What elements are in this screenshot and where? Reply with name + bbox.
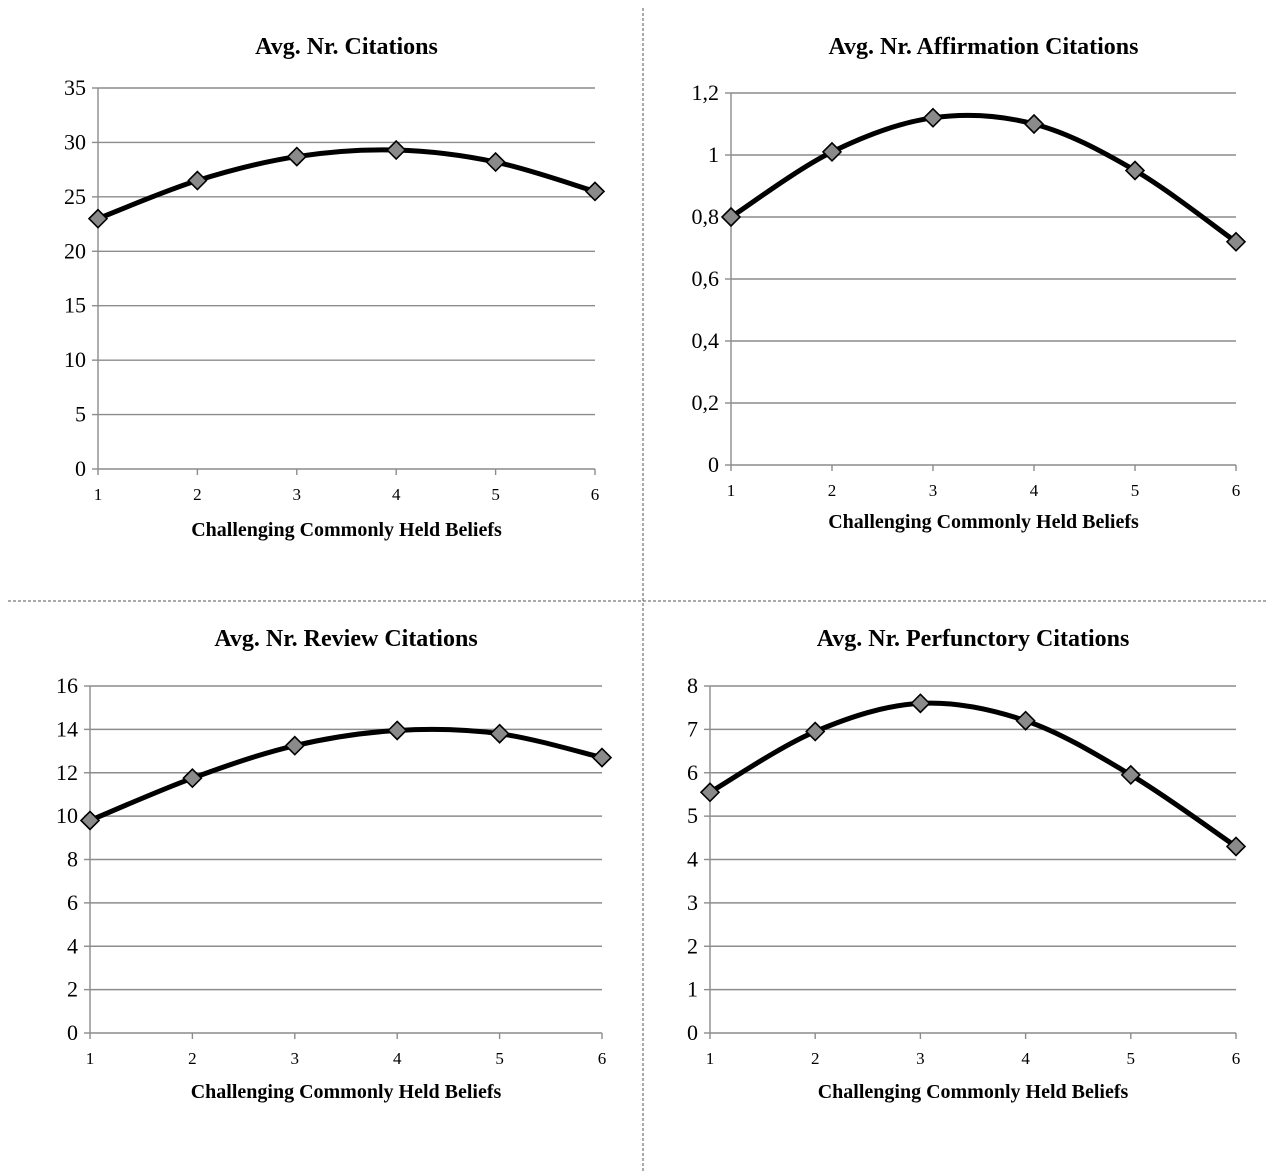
y-tick-label: 7 xyxy=(687,716,698,741)
y-tick-label: 6 xyxy=(67,890,78,915)
x-tick-label: 1 xyxy=(706,1049,715,1068)
y-tick-label: 25 xyxy=(64,184,86,209)
x-tick-label: 6 xyxy=(598,1049,607,1068)
x-tick-label: 2 xyxy=(811,1049,820,1068)
data-point-marker xyxy=(910,693,931,714)
data-point-marker xyxy=(182,768,203,789)
y-tick-label: 14 xyxy=(56,716,78,741)
chart-panel-affirmation-citations: Avg. Nr. Affirmation Citations 0 0,2 0,4 0,6… xyxy=(692,34,1247,533)
data-point-marker xyxy=(805,721,826,742)
y-tick-label: 8 xyxy=(687,673,698,698)
data-point-marker xyxy=(386,139,407,161)
y-tick-label: 0,8 xyxy=(692,204,720,229)
x-tick-label: 3 xyxy=(293,485,302,504)
y-tick-label: 0,4 xyxy=(692,328,720,353)
x-tick-label: 6 xyxy=(1232,1049,1241,1068)
data-point-marker xyxy=(489,723,510,744)
data-point-marker xyxy=(1015,710,1036,731)
data-point-marker xyxy=(1023,113,1045,135)
x-axis-title: Challenging Commonly Held Beliefs xyxy=(828,511,1139,533)
x-tick-label: 2 xyxy=(188,1049,197,1068)
series-line xyxy=(87,726,605,823)
y-tick-label: 5 xyxy=(687,803,698,828)
x-tick-label: 2 xyxy=(193,485,202,504)
series-line xyxy=(728,112,1239,245)
y-tick-label: 2 xyxy=(687,933,698,958)
data-point-marker xyxy=(87,208,109,229)
x-tick-label: 1 xyxy=(94,485,103,504)
x-tick-label: 1 xyxy=(86,1049,95,1068)
y-tick-label: 30 xyxy=(64,129,86,154)
x-tick-label: 5 xyxy=(495,1049,504,1068)
y-tick-label: 8 xyxy=(67,847,78,872)
y-tick-label: 0 xyxy=(67,1020,78,1045)
y-tick-label: 1,2 xyxy=(692,80,720,105)
x-tick-label: 5 xyxy=(491,485,500,504)
data-point-marker xyxy=(1225,836,1247,857)
chart-panel-perfunctory-citations: Avg. Nr. Perfunctory Citations0123456781… xyxy=(687,626,1247,1103)
y-tick-label: 0 xyxy=(708,452,719,477)
x-tick-label: 4 xyxy=(1030,481,1039,500)
x-tick-label: 4 xyxy=(1021,1049,1030,1068)
y-tick-label: 1 xyxy=(708,142,719,167)
data-point-marker xyxy=(1124,160,1146,181)
series-line xyxy=(95,147,598,222)
x-axis-title: Challenging Commonly Held Beliefs xyxy=(191,1081,502,1103)
y-tick-label: 15 xyxy=(64,293,86,318)
x-tick-label: 1 xyxy=(727,481,736,500)
data-point-marker xyxy=(485,151,506,173)
x-tick-label: 5 xyxy=(1131,481,1140,500)
x-tick-label: 6 xyxy=(1232,481,1241,500)
x-axis-title: Challenging Commonly Held Beliefs xyxy=(818,1081,1129,1103)
y-tick-label: 4 xyxy=(687,847,698,872)
data-point-marker xyxy=(821,141,843,163)
data-point-marker xyxy=(584,181,606,202)
y-tick-label: 5 xyxy=(75,402,86,427)
y-tick-label: 4 xyxy=(67,933,78,958)
y-tick-label: 6 xyxy=(687,760,698,785)
y-tick-label: 1 xyxy=(687,977,698,1002)
x-tick-label: 6 xyxy=(591,485,600,504)
y-tick-label: 20 xyxy=(64,238,86,263)
data-point-marker xyxy=(387,720,408,741)
y-tick-label: 0,2 xyxy=(692,390,720,415)
y-tick-label: 35 xyxy=(64,75,86,100)
data-point-marker xyxy=(591,747,613,768)
x-tick-label: 3 xyxy=(929,481,938,500)
x-tick-label: 3 xyxy=(291,1049,300,1068)
data-point-marker xyxy=(699,782,721,803)
y-tick-label: 0 xyxy=(687,1020,698,1045)
y-tick-label: 3 xyxy=(687,890,698,915)
y-tick-label: 0,6 xyxy=(692,266,720,291)
y-tick-label: 10 xyxy=(56,803,78,828)
y-tick-label: 16 xyxy=(56,673,78,698)
x-tick-label: 5 xyxy=(1127,1049,1136,1068)
x-tick-label: 4 xyxy=(392,485,401,504)
data-point-marker xyxy=(79,810,101,831)
y-tick-label: 2 xyxy=(67,977,78,1002)
chart-title: Avg. Nr. Review Citations xyxy=(214,626,477,652)
x-tick-label: 4 xyxy=(393,1049,402,1068)
data-point-marker xyxy=(187,170,208,191)
data-point-marker xyxy=(922,107,944,128)
chart-title: Avg. Nr. Perfunctory Citations xyxy=(817,626,1130,652)
data-point-marker xyxy=(720,206,742,228)
data-point-marker xyxy=(284,735,305,756)
series-line xyxy=(707,700,1239,849)
chart-panel-citations: Avg. Nr. Citations 0 5 10 15 20 25 30 35 1 2 3 4 5 6 Ch… xyxy=(64,34,606,541)
data-point-marker xyxy=(1120,764,1141,786)
y-tick-label: 12 xyxy=(56,760,78,785)
data-point-marker xyxy=(1225,231,1247,252)
x-tick-label: 3 xyxy=(916,1049,925,1068)
y-tick-label: 0 xyxy=(75,456,86,481)
x-axis-title: Challenging Commonly Held Beliefs xyxy=(191,519,502,541)
x-tick-label: 2 xyxy=(828,481,837,500)
chart-title: Avg. Nr. Affirmation Citations xyxy=(829,34,1139,60)
data-point-marker xyxy=(286,146,307,167)
chart-title: Avg. Nr. Citations xyxy=(255,34,438,60)
y-tick-label: 10 xyxy=(64,347,86,372)
